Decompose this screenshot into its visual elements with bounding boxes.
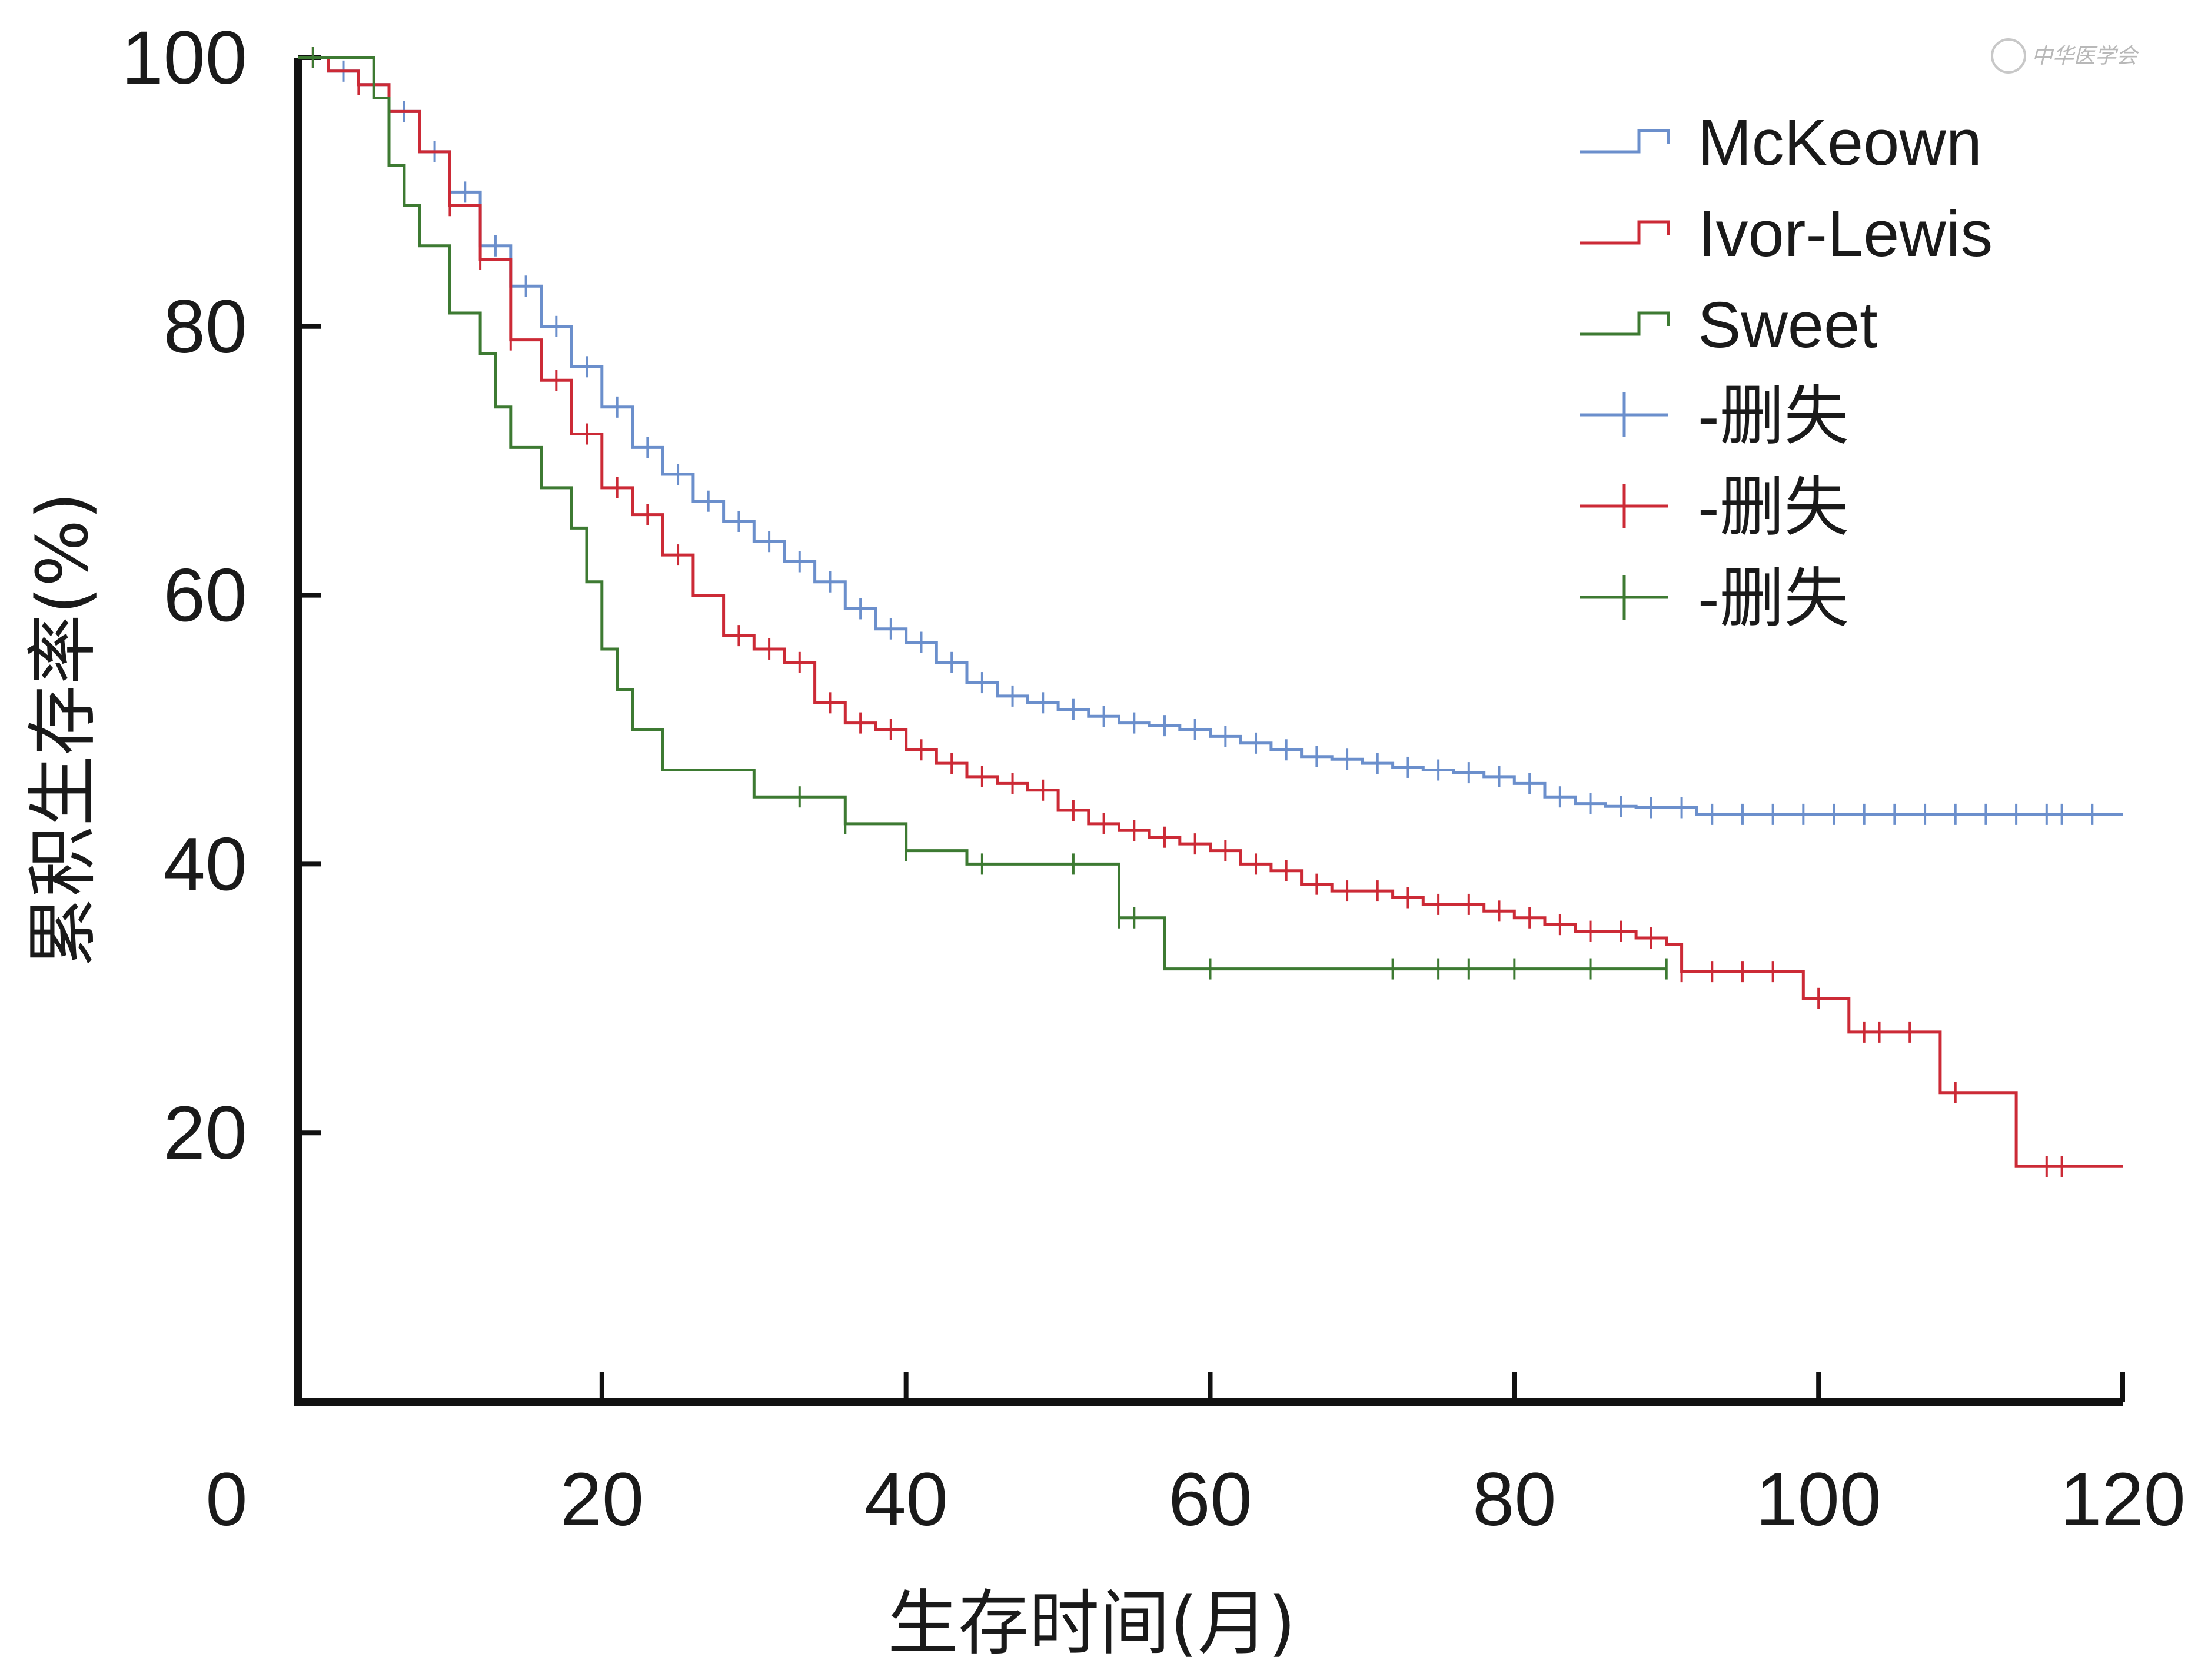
y-tick-label: 60 bbox=[164, 554, 247, 638]
legend-item: Ivor-Lewis bbox=[1580, 198, 1993, 270]
legend-item: -删失 bbox=[1580, 380, 1849, 453]
legend-label: -删失 bbox=[1698, 380, 1849, 453]
series-mckeown bbox=[298, 56, 2123, 825]
legend-label: Sweet bbox=[1698, 289, 1878, 361]
y-tick-label: 80 bbox=[164, 285, 247, 369]
legend: McKeown Ivor-Lewis Sweet -删失 -删失 -删失 bbox=[1580, 107, 1993, 635]
legend-label: McKeown bbox=[1698, 107, 1982, 179]
y-axis-title: 累积生存率(%) bbox=[22, 492, 104, 967]
series-ivor-lewis bbox=[298, 47, 2123, 1177]
series-layer bbox=[298, 47, 2123, 1177]
x-axis-ticks: 0 20 40 60 80 100 120 bbox=[205, 1372, 2186, 1542]
y-tick-label: 100 bbox=[121, 16, 247, 100]
survival-curve-sweet bbox=[298, 56, 1667, 971]
legend-item: Sweet bbox=[1580, 289, 1878, 361]
x-axis-title: 生存时间(月) bbox=[887, 1583, 1296, 1665]
watermark-text: 中华医学会 bbox=[2031, 44, 2140, 68]
x-tick-label: 80 bbox=[1472, 1458, 1556, 1542]
survival-curve-ivor-lewis bbox=[298, 56, 2123, 1168]
watermark: 中华医学会 bbox=[1991, 38, 2140, 74]
legend-label: Ivor-Lewis bbox=[1698, 198, 1993, 270]
x-tick-label: 120 bbox=[2060, 1458, 2186, 1542]
legend-item: McKeown bbox=[1580, 107, 1982, 179]
y-axis-ticks: 20 40 60 80 100 bbox=[121, 16, 321, 1175]
y-tick-label: 40 bbox=[164, 822, 247, 906]
x-tick-label: 60 bbox=[1168, 1458, 1252, 1542]
x-tick-label: 100 bbox=[1755, 1458, 1881, 1542]
legend-item: -删失 bbox=[1580, 471, 1849, 544]
series-sweet bbox=[298, 47, 1668, 980]
legend-swatch bbox=[1580, 129, 1670, 154]
y-tick-label: 20 bbox=[164, 1091, 247, 1175]
watermark-seal-icon bbox=[1991, 38, 2026, 74]
legend-label: -删失 bbox=[1698, 563, 1849, 635]
legend-swatch bbox=[1580, 311, 1670, 336]
legend-swatch bbox=[1580, 220, 1670, 245]
legend-item: -删失 bbox=[1580, 563, 1849, 635]
x-tick-label: 0 bbox=[205, 1458, 247, 1542]
x-tick-label: 40 bbox=[864, 1458, 947, 1542]
x-tick-label: 20 bbox=[560, 1458, 644, 1542]
legend-label: -删失 bbox=[1698, 471, 1849, 544]
